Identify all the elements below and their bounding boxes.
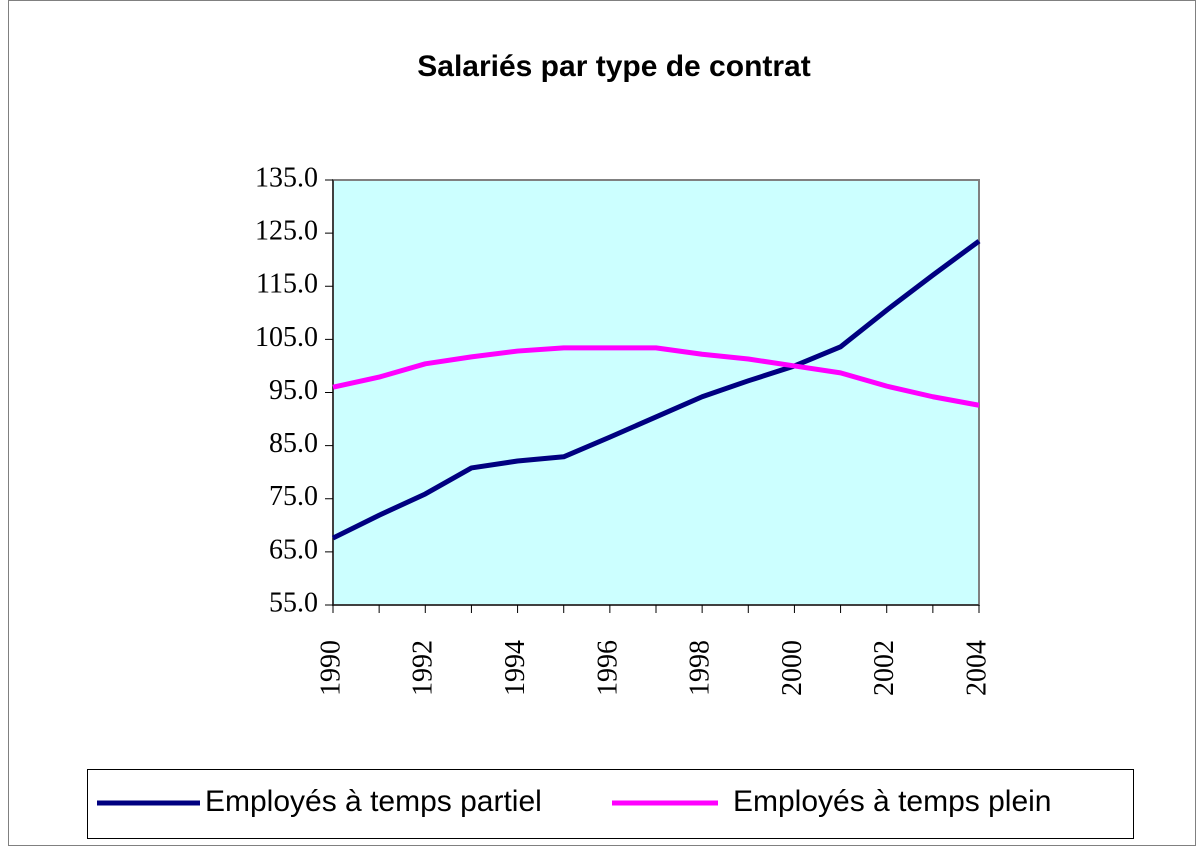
y-tick-label: 75.0	[269, 481, 318, 512]
chart-title: Salariés par type de contrat	[417, 50, 811, 83]
y-tick-label: 105.0	[255, 322, 318, 353]
x-tick-label: 2000	[777, 640, 808, 696]
y-tick-label: 135.0	[255, 162, 318, 193]
data-line	[332, 345, 980, 408]
y-tick-label: 85.0	[269, 428, 318, 459]
legend-label: Employés à temps plein	[733, 785, 1052, 818]
y-tick-label: 95.0	[269, 375, 318, 406]
x-tick-label: 1996	[592, 640, 623, 696]
x-tick-label: 1998	[685, 640, 716, 696]
x-tick-label: 1990	[315, 640, 346, 696]
y-tick-label: 55.0	[269, 587, 318, 618]
x-tick-label: 1994	[500, 640, 531, 696]
y-tick-label: 125.0	[255, 216, 318, 247]
data-line	[331, 239, 981, 541]
x-tick-label: 2002	[869, 640, 900, 696]
x-tick-label: 2004	[961, 640, 992, 696]
legend-box	[87, 769, 1134, 839]
plot-background	[332, 179, 980, 606]
y-tick-label: 115.0	[256, 269, 318, 300]
y-tick-label: 65.0	[269, 534, 318, 565]
x-tick-label: 1992	[408, 640, 439, 696]
legend-label: Employés à temps partiel	[205, 785, 542, 818]
